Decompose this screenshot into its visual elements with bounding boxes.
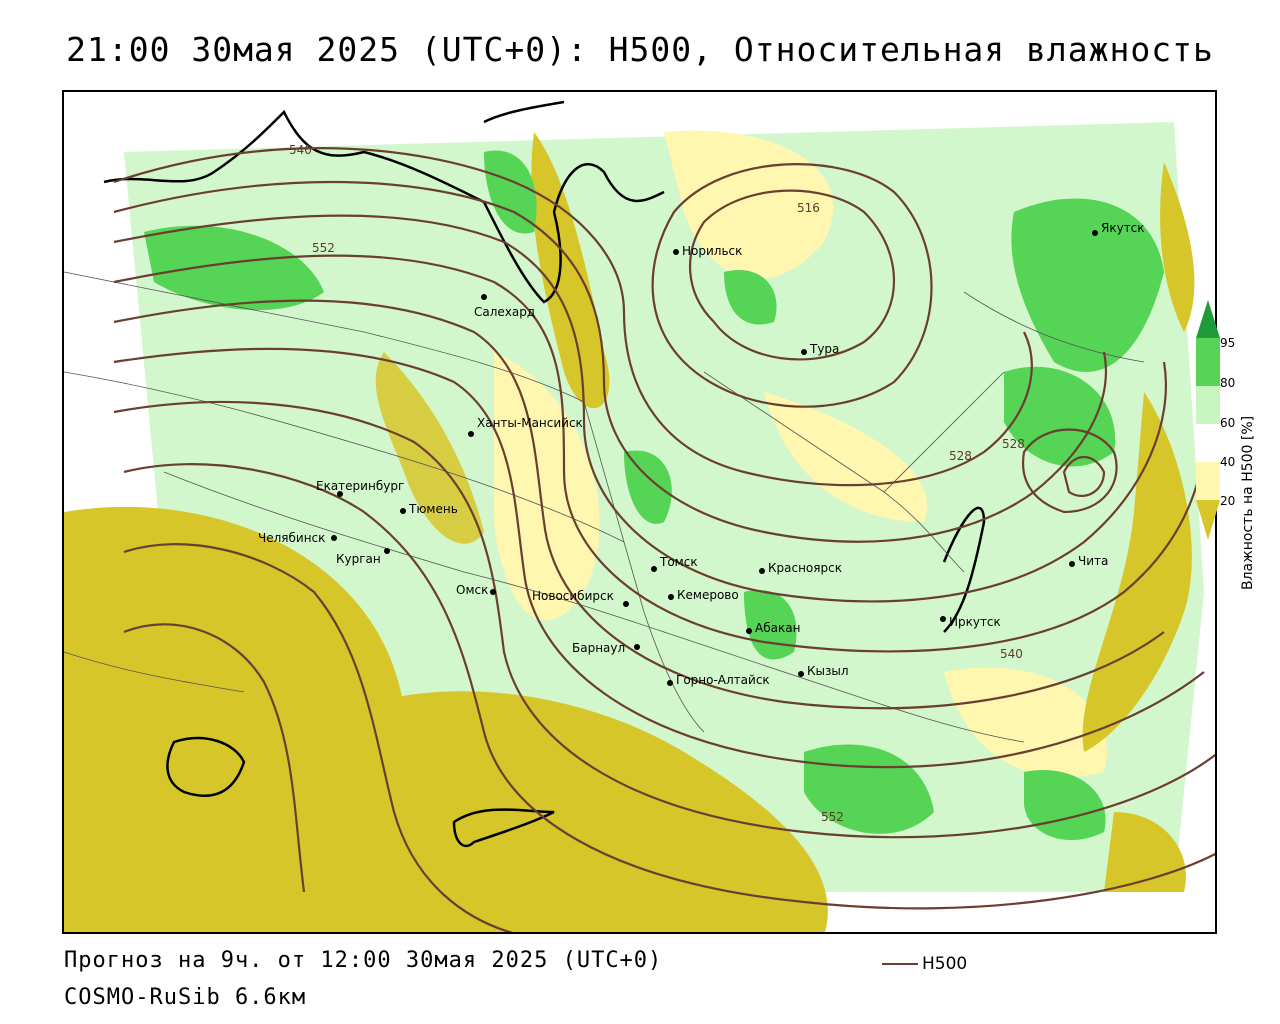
city-dot [651,566,657,572]
city-dot [490,589,496,595]
legend-title: Влажность на H500 [%] [1240,415,1256,590]
city-dot [668,594,674,600]
legend-tick: 40 [1220,455,1236,469]
city-label-irkutsk: Иркутск [949,615,1001,629]
city-label-khanty-mansiysk: Ханты-Мансийск [477,416,583,430]
legend-arrow [1196,500,1220,540]
city-dot [331,535,337,541]
map-title: 21:00 30мая 2025 (UTC+0): H500, Относите… [66,30,1214,69]
humidity-legend: 95 80 60 40 20 [1196,300,1276,600]
city-dot [667,680,673,686]
forecast-info: Прогноз на 9ч. от 12:00 30мая 2025 (UTC+… [64,948,663,973]
contour-labels: 540 552 516 528 528 540 552 [289,143,1025,824]
contour-label: 552 [821,810,844,824]
contour-label: 540 [289,143,312,157]
city-label-chita: Чита [1078,554,1108,568]
model-name: COSMO-RuSib 6.6км [64,985,307,1010]
legend-tick: 95 [1220,336,1236,350]
city-dot [801,349,807,355]
city-dot [384,548,390,554]
h500-contours [113,147,1215,932]
map-canvas: 540 552 516 528 528 540 552 Якутск Норил… [64,92,1215,932]
city-label-chelyabinsk: Челябинск [258,531,325,545]
city-label-kemerovo: Кемерово [677,588,739,602]
contour-label: 540 [1000,647,1023,661]
h500-line-swatch [882,963,918,965]
legend-tick: 60 [1220,416,1236,430]
legend-arrow [1196,300,1220,338]
city-label-omsk: Омск [456,583,488,597]
city-label-barnaul: Барнаул [572,641,625,655]
city-dot [400,508,406,514]
city-label-tyumen: Тюмень [408,502,458,516]
city-dot [481,294,487,300]
legend-band [1196,338,1220,386]
contour-label: 552 [312,241,335,255]
contour-label: 528 [949,449,972,463]
contour-label: 516 [797,201,820,215]
city-label-kyzyl: Кызыл [807,664,849,678]
legend-band [1196,424,1220,462]
map-panel: 540 552 516 528 528 540 552 Якутск Норил… [62,90,1217,934]
h500-line-label: H500 [922,954,968,974]
city-label-salekhard: Салехард [474,305,535,319]
city-label-tomsk: Томск [659,555,698,569]
contour-label: 528 [1002,437,1025,451]
city-dot [468,431,474,437]
city-dot [673,249,679,255]
city-label-kurgan: Курган [336,552,381,566]
city-label-norilsk: Норильск [682,244,742,258]
city-label-gorno-altaysk: Горно-Алтайск [676,673,770,687]
city-label-abakan: Абакан [755,621,800,635]
city-dot [798,671,804,677]
city-label-yakutsk: Якутск [1101,221,1145,235]
city-markers: Якутск Норильск Салехард Тура Ханты-Манс… [258,221,1145,687]
legend-colorbar [1196,300,1220,540]
city-dot [759,568,765,574]
city-dot [940,616,946,622]
city-dot [1069,561,1075,567]
city-dot [746,628,752,634]
city-dot [623,601,629,607]
city-dot [634,644,640,650]
city-label-yekaterinburg: Екатеринбург [316,479,404,493]
legend-tick: 20 [1220,494,1236,508]
humidity-field [64,92,1215,932]
legend-tick: 80 [1220,376,1236,390]
legend-band [1196,462,1220,500]
city-label-novosibirsk: Новосибирск [532,589,614,603]
legend-band [1196,386,1220,424]
city-dot [337,491,343,497]
city-label-krasnoyarsk: Красноярск [768,561,842,575]
h500-line-legend: H500 [882,954,967,974]
city-dot [1092,230,1098,236]
city-label-tura: Тура [809,342,839,356]
